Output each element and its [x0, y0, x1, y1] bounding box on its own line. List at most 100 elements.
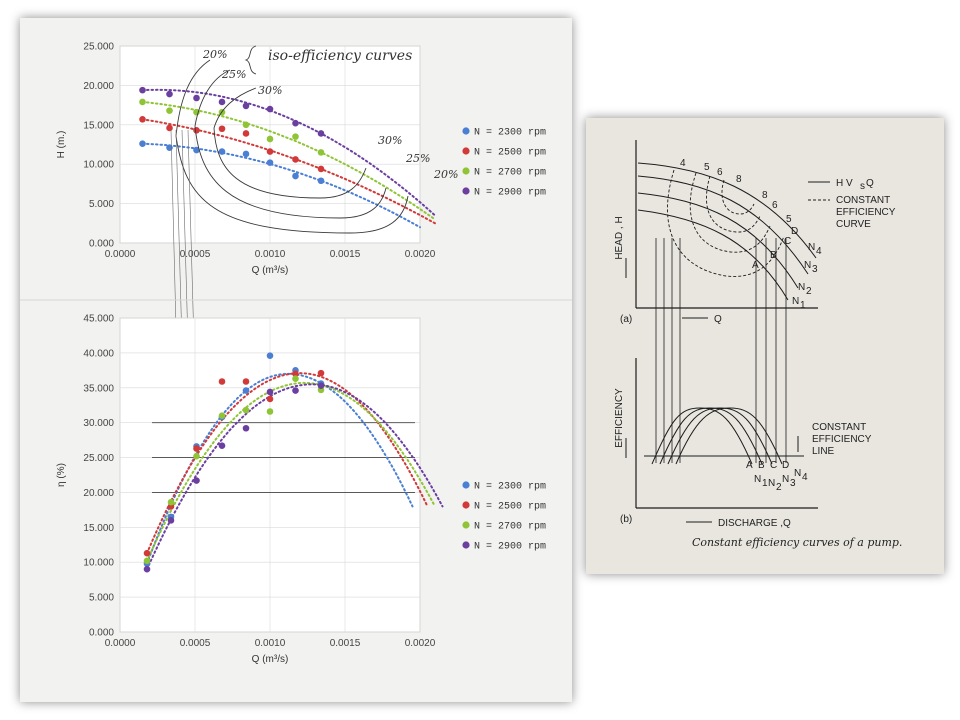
head-curve — [637, 175, 809, 275]
iso-efficiency-leader-30 — [213, 87, 257, 129]
h-chart-data-point — [266, 105, 274, 113]
eta-chart-data-point — [292, 387, 299, 394]
h-chart-data-point — [166, 144, 173, 151]
speed-label: N — [804, 260, 811, 271]
h-chart-data-point — [292, 133, 299, 140]
eta-chart-data-point — [266, 388, 274, 396]
eta-chart-trendline — [146, 372, 429, 555]
contour-number: 6 — [772, 200, 778, 211]
eff-line-label-2: EFFICIENCY — [812, 434, 872, 445]
eta-chart-data-point — [242, 424, 250, 432]
efficiency-contour — [706, 175, 761, 233]
h-chart-y-tick-label: 20.000 — [83, 81, 114, 92]
h-chart-data-point — [218, 148, 226, 155]
h-chart-x-axis-label: Q (m³/s) — [252, 265, 289, 276]
h-chart-data-point — [139, 140, 146, 148]
eta-chart-y-tick-label: 45.000 — [83, 314, 114, 325]
annotation-25-percent: 25% — [221, 68, 246, 81]
h-chart-legend-marker — [462, 187, 470, 195]
panel-b-y-label: EFFICIENCY — [614, 388, 625, 448]
h-chart-x-tick-label: 0.0005 — [180, 249, 211, 260]
contour-number: 5 — [704, 162, 710, 173]
panel-a-label: (a) — [620, 314, 632, 325]
bottom-point-b: B — [758, 460, 765, 471]
eta-chart-data-point — [266, 408, 274, 415]
h-chart-y-tick-label: 25.000 — [83, 42, 114, 53]
annotation-25-percent-right: 25% — [405, 152, 430, 165]
panel-b-label: (b) — [620, 514, 632, 525]
eta-chart-y-tick-label: 35.000 — [83, 383, 114, 394]
eta-chart-x-tick-label: 0.0020 — [405, 638, 436, 649]
h-chart-legend-marker — [462, 167, 470, 175]
bottom-speed-label: N — [782, 474, 789, 485]
eta-chart-y-tick-label: 30.000 — [83, 418, 114, 429]
h-chart-data-point — [139, 86, 146, 94]
bottom-point-c: C — [770, 460, 777, 471]
h-chart-data-point — [166, 90, 173, 98]
eta-chart-legend-marker — [462, 521, 470, 529]
h-chart-legend-entry: N = 2700 rpm — [474, 168, 546, 179]
h-chart-data-point — [266, 159, 274, 166]
h-chart-x-tick-label: 0.0010 — [255, 249, 286, 260]
eta-chart-y-tick-label: 25.000 — [83, 453, 114, 464]
h-chart-data-point — [166, 107, 173, 114]
h-chart-data-point — [242, 130, 250, 137]
h-chart-data-point — [292, 119, 299, 127]
contour-number: 8 — [736, 174, 742, 185]
h-chart-data-point — [317, 130, 325, 137]
legend-constant: CONSTANT — [836, 195, 890, 206]
legend-efficiency: EFFICIENCY — [836, 207, 896, 218]
h-chart-data-point — [317, 165, 325, 173]
eta-chart-legend-marker — [462, 481, 470, 489]
bottom-speed-subscript: 1 — [762, 478, 768, 489]
eta-chart-data-point — [242, 387, 250, 394]
h-chart-legend-marker — [462, 127, 470, 135]
h-chart-data-point — [266, 135, 274, 143]
h-chart-trendline — [141, 100, 436, 221]
eta-chart-y-tick-label: 40.000 — [83, 348, 114, 359]
eta-chart-legend-entry: N = 2700 rpm — [474, 522, 546, 533]
annotation-30-percent-right: 30% — [378, 134, 402, 147]
speed-label: N — [808, 242, 815, 253]
h-chart-x-tick-label: 0.0020 — [405, 249, 436, 260]
eff-line-label-3: LINE — [812, 446, 835, 457]
h-chart-trendline — [141, 88, 436, 217]
efficiency-contour — [721, 179, 755, 215]
efficiency-vs-discharge-chart: 0.000 5.000 10.000 15.000 20.000 25.000 30.000… — [20, 299, 572, 665]
bottom-speed-subscript: 4 — [802, 472, 808, 483]
point-label-a: A — [752, 260, 759, 271]
iso-efficiency-curve-20 — [175, 135, 409, 234]
h-chart-legend-entry: N = 2300 rpm — [474, 128, 546, 139]
h-chart-x-tick-label: 0.0000 — [105, 249, 136, 260]
eta-chart-data-point — [292, 375, 299, 383]
efficiency-hump — [675, 407, 783, 465]
efficiency-hump — [651, 407, 753, 465]
legend-hvq-subscript: s — [860, 181, 865, 192]
speed-label-subscript: 1 — [800, 300, 806, 311]
h-chart-legend-entry: N = 2900 rpm — [474, 188, 546, 199]
annotation-iso-efficiency-title: iso-efficiency curves — [268, 48, 412, 64]
annotation-20-percent-right: 20% — [433, 168, 458, 181]
eta-chart-x-tick-label: 0.0000 — [105, 638, 136, 649]
h-chart-data-point — [317, 149, 325, 156]
legend-curve: CURVE — [836, 219, 871, 230]
h-chart-data-point — [317, 177, 325, 185]
panel-a-x-label: Q — [714, 314, 722, 325]
eta-chart-data-point — [143, 549, 151, 557]
legend-hvq: H V — [836, 178, 853, 189]
head-vs-discharge-chart: 0.000 5.000 10.000 15.000 20.000 25.000 0.0000… — [56, 42, 546, 487]
bottom-point-d: D — [782, 460, 789, 471]
speed-label: N — [792, 296, 799, 307]
speed-label: N — [798, 282, 805, 293]
h-chart-data-point — [193, 146, 200, 154]
eta-chart-data-point — [266, 352, 274, 359]
eta-chart-data-point — [292, 370, 299, 378]
legend-hvq-end: Q — [866, 178, 874, 189]
h-chart-legend-entry: N = 2500 rpm — [474, 148, 546, 159]
h-chart-data-point — [166, 124, 173, 132]
eta-chart-legend-entry: N = 2900 rpm — [474, 542, 546, 553]
eta-chart-x-tick-label: 0.0005 — [180, 638, 211, 649]
h-chart-data-point — [292, 172, 299, 180]
h-chart-legend-marker — [462, 147, 470, 155]
